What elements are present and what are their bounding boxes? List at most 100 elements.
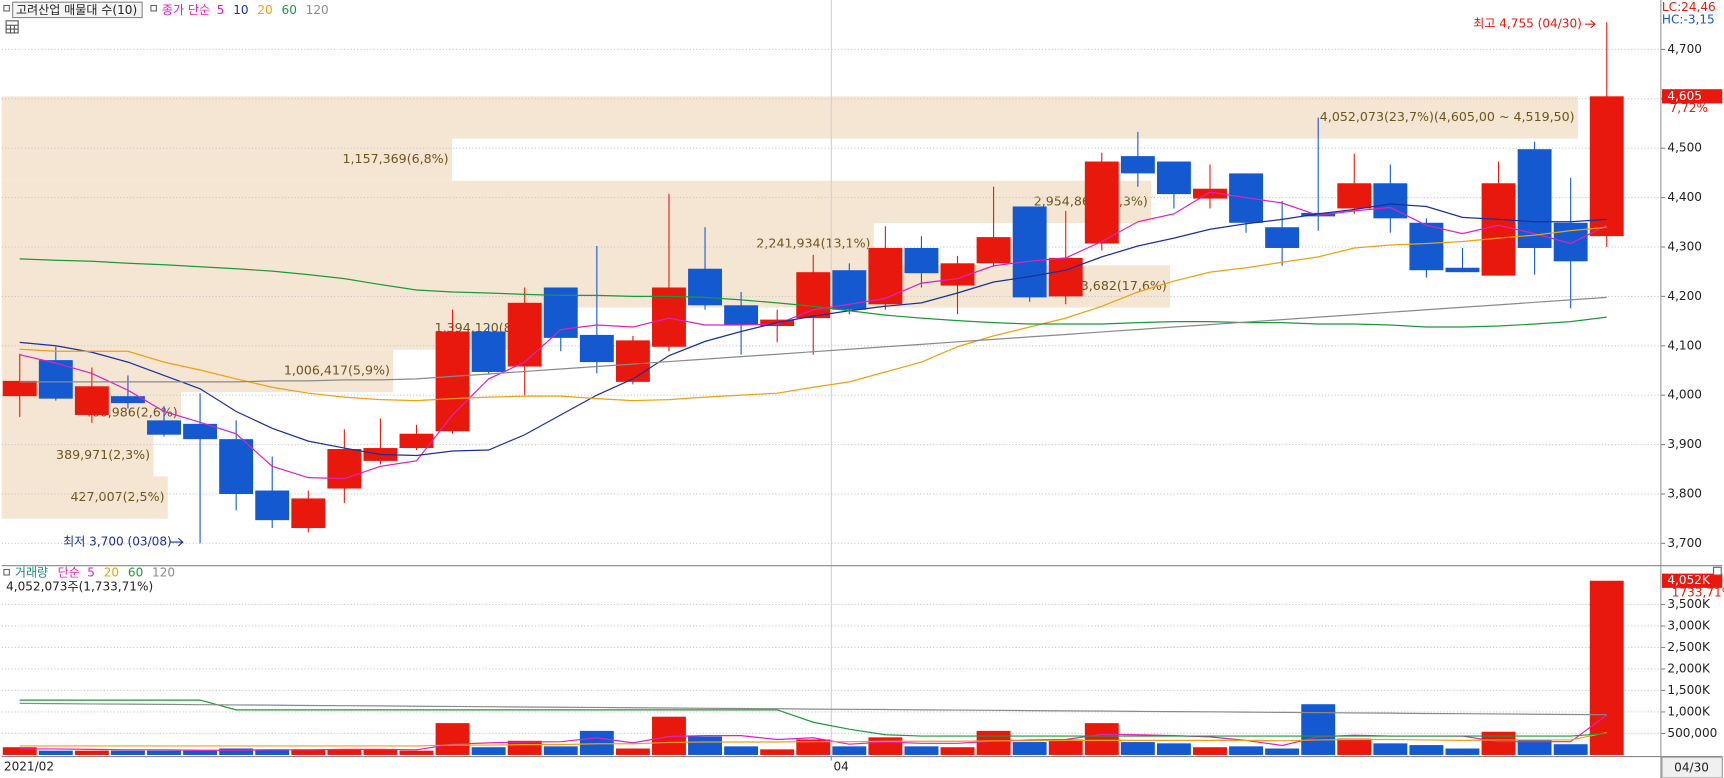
cursor-date: 04/30	[1674, 761, 1709, 775]
volume-profile-label: 1,157,369(6,8%)	[343, 151, 449, 166]
moving-average-line	[19, 226, 1607, 402]
y-tick-label: 2,500K	[1667, 640, 1711, 654]
candle-body	[1012, 206, 1047, 298]
volume-profile-label: 4,052,073(23,7%)(4,605,00 ~ 4,519,50)	[1320, 109, 1575, 124]
volume-profile-band	[1, 180, 1152, 224]
header-icon[interactable]	[3, 568, 10, 576]
volume-bar	[976, 730, 1011, 755]
candle-body	[1553, 222, 1588, 262]
cursor-date-box	[1661, 756, 1723, 778]
candle-body	[147, 420, 181, 435]
volume-profile-label: 427,007(2,5%)	[70, 489, 164, 504]
legend-entry: 20	[257, 3, 272, 17]
volume-average-line	[19, 699, 1607, 737]
volume-bar	[904, 746, 939, 755]
candle-body	[832, 270, 867, 310]
volume-bar	[1553, 744, 1588, 755]
candle-body	[688, 268, 722, 306]
volume-bar	[2, 747, 37, 755]
legend-entry: 60	[128, 565, 143, 579]
change-label: 7,72%	[1670, 101, 1708, 115]
y-tick-label: 1,500K	[1667, 683, 1711, 697]
y-tick-label: 3,900	[1667, 437, 1702, 451]
candle-body	[976, 237, 1011, 264]
candle-body	[291, 498, 326, 529]
volume-bar	[615, 748, 650, 755]
y-tick-label: 4,500	[1667, 141, 1702, 155]
volume-bar	[1445, 748, 1480, 755]
last-price-box	[1661, 89, 1723, 104]
x-tick-label: 04	[833, 760, 848, 774]
legend-entry: 120	[152, 565, 175, 579]
volume-bar	[291, 749, 326, 755]
volume-bar	[1481, 731, 1516, 755]
candle-body	[435, 331, 470, 432]
candle-body	[507, 302, 542, 367]
legend-prefix: 종가 단순	[162, 3, 210, 17]
candle-body	[1481, 183, 1516, 276]
header-icon[interactable]	[3, 4, 10, 12]
candle-body	[1156, 161, 1191, 195]
volume-bar	[147, 750, 181, 755]
candle-body	[652, 287, 686, 347]
volume-title: 거래량	[15, 565, 48, 579]
axis-layer: 3,700 3,800 3,900 4,000 4,100 4,200 4,300 4,400…	[4, 42, 1724, 774]
candle-body	[1120, 156, 1155, 174]
x-tick-label: 2021/02	[4, 760, 54, 774]
volume-bar	[760, 749, 795, 755]
volume-bar	[688, 736, 722, 755]
volume-bar	[471, 747, 506, 755]
volume-bar	[363, 749, 398, 755]
volume-profile-band	[1, 96, 1578, 139]
y-tick-label: 2,000K	[1667, 661, 1711, 675]
volume-bar	[1373, 743, 1408, 755]
volume-summary: 4,052,073주(1,733,71%)	[6, 580, 153, 594]
high-annotation: 최고 4,755 (04/30)	[1473, 17, 1582, 31]
candle-body	[1409, 222, 1444, 271]
volume-bar	[1012, 742, 1047, 755]
candle-body	[904, 247, 939, 274]
y-tick-label: 3,500K	[1667, 597, 1711, 611]
table-icon[interactable]	[5, 20, 19, 34]
volume-bar	[183, 750, 218, 755]
candle-body	[1337, 183, 1372, 209]
legend-entry: 120	[306, 3, 329, 17]
y-tick-label: 1,000K	[1667, 704, 1711, 718]
volume-bar	[399, 750, 434, 755]
pane-close[interactable]	[1712, 566, 1722, 576]
moving-average-line	[19, 191, 1608, 480]
volume-bar	[74, 750, 109, 755]
candle-body	[183, 423, 218, 440]
moving-average-line	[19, 296, 1607, 383]
volume-bar	[1409, 745, 1444, 755]
header-icon[interactable]	[150, 4, 157, 12]
y-tick-label: 3,800	[1667, 486, 1702, 500]
y-tick-label: 3,000K	[1667, 618, 1711, 632]
volume-bar	[435, 723, 470, 755]
legend-entry: 10	[233, 3, 248, 17]
volume-bar	[38, 750, 73, 755]
candle-body	[724, 305, 759, 326]
moving-average-line	[19, 258, 1607, 328]
candle-body	[1445, 267, 1480, 273]
y-tick-label: 4,400	[1667, 190, 1702, 204]
volume-bar	[255, 749, 290, 755]
candle-body	[1193, 188, 1227, 199]
volume-average-line	[19, 731, 1607, 747]
volume-profile-band	[1, 223, 874, 266]
volume-profile-band	[1, 434, 154, 477]
candle-body	[1265, 227, 1300, 248]
volume-bar	[796, 739, 831, 755]
volume-bar	[1337, 738, 1372, 755]
volume-profile-band	[1, 476, 168, 519]
volume-bar	[1265, 748, 1300, 755]
title-box[interactable]	[12, 1, 143, 19]
volume-bar	[1084, 723, 1119, 755]
volume-bar	[1193, 747, 1227, 755]
candle-body	[471, 331, 506, 372]
low-annotation: 최저 3,700 (03/08)	[63, 535, 172, 549]
volume-bar	[1517, 739, 1552, 755]
volume-change-label: 1733,71%	[1672, 585, 1724, 599]
